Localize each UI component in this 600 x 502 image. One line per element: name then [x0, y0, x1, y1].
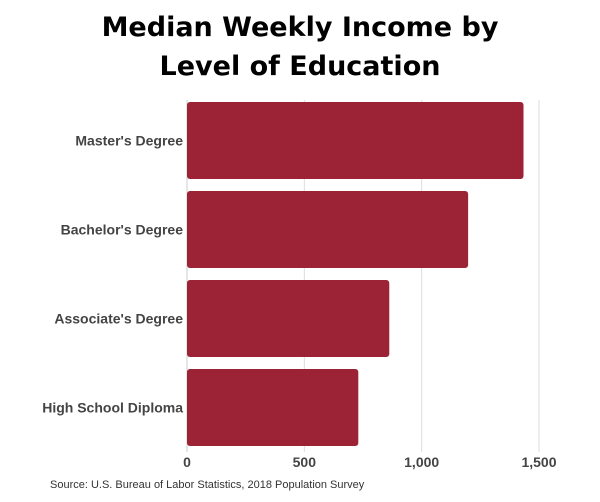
category-label-bachelor-s-degree: Bachelor's Degree: [61, 222, 184, 238]
source-note: Source: U.S. Bureau of Labor Statistics,…: [50, 479, 365, 491]
x-tick-label-0: 0: [183, 454, 191, 470]
chart-title: Median Weekly Income by Level of Educati…: [0, 8, 600, 86]
x-tick-label-1000: 1,000: [404, 454, 439, 470]
x-tick-label-500: 500: [293, 454, 317, 470]
category-label-high-school-diploma: High School Diploma: [42, 400, 183, 416]
category-label-master-s-degree: Master's Degree: [75, 133, 183, 149]
bar-bachelor-s-degree: [187, 191, 469, 268]
chart-title-line-2: Level of Education: [159, 51, 441, 82]
x-tick-label-1500: 1,500: [521, 454, 556, 470]
bar-master-s-degree: [187, 102, 524, 179]
category-label-associate-s-degree: Associate's Degree: [54, 311, 183, 327]
chart-title-line-1: Median Weekly Income by: [101, 12, 499, 43]
bar-high-school-diploma: [187, 369, 359, 446]
bar-associate-s-degree: [187, 280, 390, 357]
